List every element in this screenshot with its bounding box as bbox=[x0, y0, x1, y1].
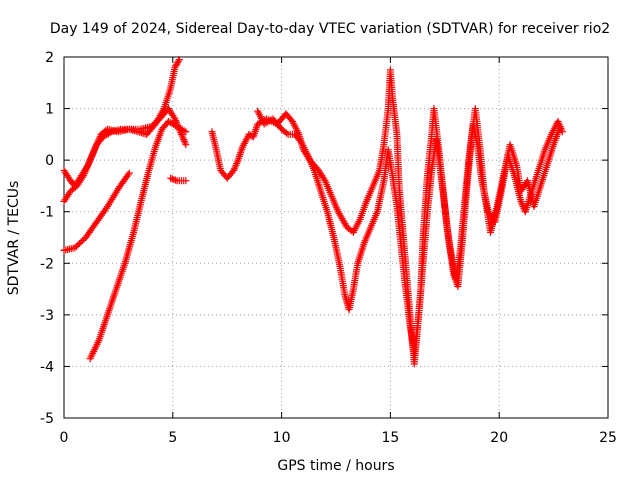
y-tick-label: -5 bbox=[40, 411, 54, 427]
series-markers bbox=[86, 117, 190, 363]
series-trace-f bbox=[208, 66, 564, 368]
series-markers bbox=[208, 66, 564, 368]
chart-title: Day 149 of 2024, Sidereal Day-to-day VTE… bbox=[50, 21, 610, 37]
x-tick-label: 15 bbox=[381, 430, 399, 446]
y-tick-label: -1 bbox=[40, 205, 54, 221]
y-tick-label: -2 bbox=[40, 256, 54, 272]
y-tick-label: 2 bbox=[45, 50, 54, 66]
series-markers bbox=[60, 56, 183, 190]
series-trace-b bbox=[60, 56, 183, 190]
y-tick-label: -4 bbox=[40, 359, 54, 375]
series-trace-d bbox=[86, 117, 190, 363]
series-markers bbox=[167, 174, 190, 185]
x-tick-label: 20 bbox=[490, 430, 508, 446]
x-tick-label: 25 bbox=[599, 430, 617, 446]
x-tick-label: 5 bbox=[168, 430, 177, 446]
y-tick-labels: -5 -4 -3 -2 -1 0 1 2 bbox=[40, 50, 54, 427]
series-markers bbox=[60, 169, 133, 254]
x-tick-label: 0 bbox=[60, 430, 69, 446]
y-tick-label: 0 bbox=[45, 153, 54, 169]
x-tick-labels: 0 5 10 15 20 25 bbox=[60, 430, 617, 446]
x-axis-label: GPS time / hours bbox=[277, 458, 394, 474]
series-trace-e bbox=[167, 174, 190, 185]
series-trace-g bbox=[254, 107, 566, 358]
series-trace-c bbox=[60, 169, 133, 254]
plot-frame bbox=[63, 56, 609, 419]
series-markers bbox=[254, 107, 566, 358]
x-tick-label: 10 bbox=[273, 430, 291, 446]
y-tick-label: -3 bbox=[40, 308, 54, 324]
data-series bbox=[60, 56, 566, 368]
axis-ticks bbox=[63, 56, 609, 419]
y-tick-label: 1 bbox=[45, 102, 54, 118]
y-axis-label: SDTVAR / TECUs bbox=[6, 181, 22, 296]
